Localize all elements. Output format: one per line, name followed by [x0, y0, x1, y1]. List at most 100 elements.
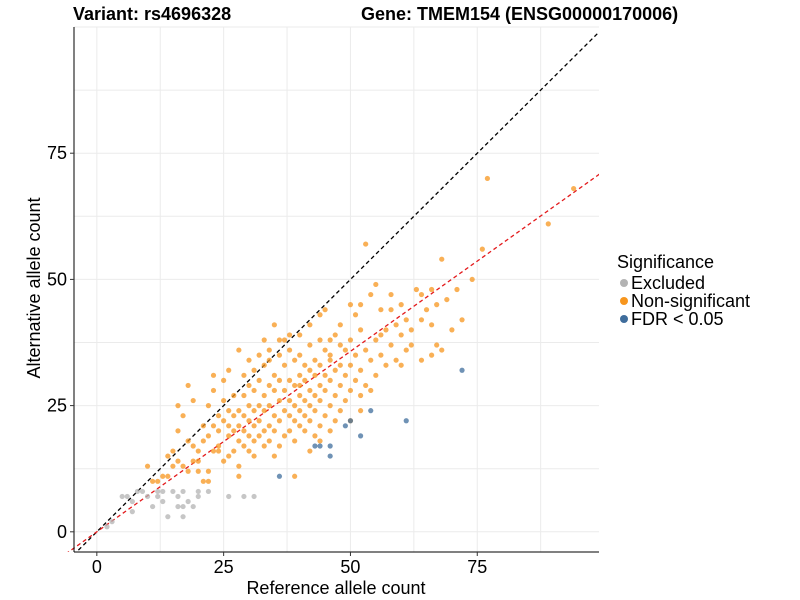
point-non-significant [281, 433, 288, 439]
point-non-significant [434, 342, 440, 348]
point-excluded [134, 488, 141, 495]
point-non-significant [418, 317, 425, 323]
point-non-significant [378, 307, 384, 313]
point-non-significant [327, 377, 333, 383]
point-non-significant [200, 478, 206, 484]
point-excluded [155, 493, 161, 500]
point-non-significant [271, 322, 277, 328]
point-non-significant [215, 448, 222, 454]
point-non-significant [357, 327, 364, 333]
point-non-significant [185, 438, 191, 444]
point-fdr-0-05 [317, 443, 323, 449]
point-non-significant [231, 448, 237, 454]
point-non-significant [459, 317, 465, 323]
point-non-significant [221, 458, 227, 464]
point-non-significant [261, 443, 267, 449]
point-non-significant [292, 403, 298, 409]
point-non-significant [246, 403, 252, 409]
point-non-significant [180, 463, 186, 469]
point-non-significant [429, 322, 435, 328]
point-non-significant [175, 428, 181, 434]
point-non-significant [368, 387, 374, 394]
legend-label-fdr: FDR < 0.05 [631, 308, 724, 329]
point-non-significant [317, 312, 323, 318]
point-non-significant [281, 408, 288, 414]
y-tick-label: 0 [57, 522, 67, 542]
point-non-significant [378, 332, 384, 338]
point-non-significant [347, 302, 354, 308]
point-non-significant [388, 342, 394, 348]
point-non-significant [226, 367, 232, 373]
point-non-significant [144, 463, 151, 469]
point-non-significant [195, 458, 201, 464]
point-non-significant [256, 377, 262, 383]
point-non-significant [195, 448, 201, 454]
point-non-significant [210, 387, 217, 394]
point-non-significant [261, 428, 267, 434]
point-excluded [195, 493, 201, 500]
point-excluded [144, 493, 151, 500]
point-non-significant [373, 281, 379, 288]
point-non-significant [256, 403, 262, 409]
point-non-significant [292, 438, 298, 444]
point-non-significant [342, 397, 348, 404]
point-non-significant [251, 367, 257, 373]
point-non-significant [332, 418, 338, 424]
point-non-significant [231, 413, 237, 419]
point-non-significant [347, 387, 354, 394]
point-non-significant [408, 342, 414, 348]
point-fdr-0-05 [459, 367, 465, 373]
point-non-significant [337, 362, 343, 368]
point-non-significant [317, 362, 323, 368]
point-fdr-0-05 [347, 418, 354, 424]
point-non-significant [403, 347, 409, 353]
point-non-significant [347, 337, 354, 343]
point-non-significant [246, 433, 252, 439]
point-non-significant [393, 322, 399, 328]
point-non-significant [241, 372, 247, 378]
point-non-significant [292, 382, 298, 389]
point-non-significant [297, 423, 303, 429]
point-non-significant [429, 286, 435, 293]
point-excluded [251, 493, 257, 500]
point-non-significant [190, 443, 196, 449]
point-fdr-0-05 [327, 443, 333, 449]
point-non-significant [297, 382, 303, 389]
y-tick-label: 75 [47, 143, 67, 163]
point-non-significant [246, 357, 252, 363]
point-non-significant [363, 382, 369, 389]
point-non-significant [317, 382, 323, 389]
point-non-significant [393, 357, 399, 363]
x-tick-label: 75 [467, 557, 487, 577]
point-non-significant [302, 362, 308, 368]
point-non-significant [286, 347, 293, 353]
y-tick-label: 25 [47, 396, 67, 416]
point-non-significant [337, 382, 343, 389]
point-non-significant [236, 463, 242, 469]
legend-title: Significance [617, 252, 715, 272]
point-non-significant [226, 408, 232, 414]
data-points [104, 175, 577, 530]
point-non-significant [226, 433, 232, 439]
point-non-significant [469, 276, 475, 283]
point-non-significant [256, 352, 262, 358]
point-non-significant [286, 397, 293, 404]
point-non-significant [418, 357, 425, 363]
reference-lines [67, 31, 599, 552]
legend: Significance Excluded Non-significant FD… [617, 252, 750, 329]
point-non-significant [246, 418, 252, 424]
point-non-significant [398, 362, 404, 368]
point-non-significant [221, 397, 227, 404]
point-non-significant [292, 473, 298, 479]
y-axis-label: Alternative allele count [24, 197, 44, 378]
point-non-significant [236, 473, 242, 479]
point-excluded [226, 493, 232, 500]
point-non-significant [271, 413, 277, 419]
point-non-significant [439, 256, 445, 262]
point-non-significant [175, 403, 181, 409]
point-non-significant [439, 347, 445, 353]
point-non-significant [266, 357, 272, 363]
point-non-significant [357, 367, 364, 373]
point-non-significant [322, 387, 328, 394]
